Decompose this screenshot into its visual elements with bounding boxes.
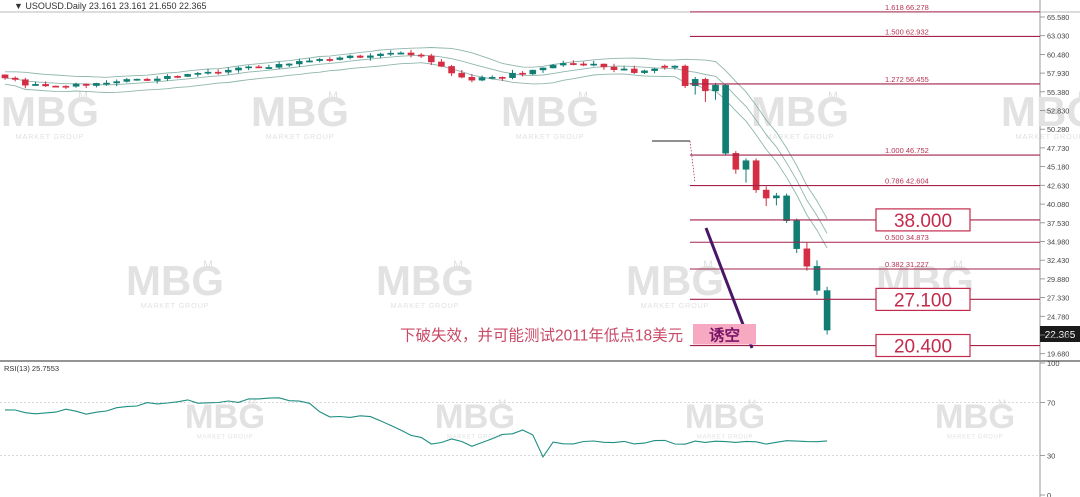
svg-text:MARKET GROUP: MARKET GROUP bbox=[641, 301, 710, 310]
svg-text:MARKET GROUP: MARKET GROUP bbox=[197, 435, 253, 441]
svg-text:47.730: 47.730 bbox=[1047, 144, 1069, 153]
svg-text:MARKET GROUP: MARKET GROUP bbox=[697, 435, 753, 441]
svg-text:M: M bbox=[703, 258, 713, 272]
svg-text:M: M bbox=[748, 399, 756, 410]
svg-text:55.380: 55.380 bbox=[1047, 88, 1069, 97]
svg-text:0.786 42.604: 0.786 42.604 bbox=[885, 177, 929, 186]
svg-text:1.618 66.278: 1.618 66.278 bbox=[885, 3, 929, 12]
svg-text:M: M bbox=[953, 258, 963, 272]
svg-text:27.100: 27.100 bbox=[894, 290, 952, 311]
svg-text:M: M bbox=[498, 399, 506, 410]
svg-text:M: M bbox=[328, 89, 338, 103]
svg-text:M: M bbox=[203, 258, 213, 272]
svg-text:M: M bbox=[248, 399, 256, 410]
svg-text:1.272 56.455: 1.272 56.455 bbox=[885, 75, 929, 84]
svg-text:M: M bbox=[998, 399, 1006, 410]
svg-text:下破失效，并可能测试2011年低点18美元: 下破失效，并可能测试2011年低点18美元 bbox=[400, 327, 683, 345]
svg-text:50.280: 50.280 bbox=[1047, 125, 1069, 134]
svg-text:MARKET GROUP: MARKET GROUP bbox=[16, 132, 85, 141]
svg-text:100: 100 bbox=[1047, 359, 1060, 368]
svg-text:37.530: 37.530 bbox=[1047, 219, 1069, 228]
svg-text:M: M bbox=[578, 89, 588, 103]
svg-text:0: 0 bbox=[1047, 491, 1051, 497]
svg-text:29.880: 29.880 bbox=[1047, 275, 1069, 284]
svg-text:▼ USOUSD.Daily 23.161 23.161: ▼ USOUSD.Daily 23.161 23.161 21.650 22.3… bbox=[14, 1, 207, 11]
svg-text:42.630: 42.630 bbox=[1047, 181, 1069, 190]
svg-text:1.000 46.752: 1.000 46.752 bbox=[885, 146, 929, 155]
svg-text:32.430: 32.430 bbox=[1047, 256, 1069, 265]
svg-text:45.180: 45.180 bbox=[1047, 163, 1069, 172]
svg-text:40.080: 40.080 bbox=[1047, 200, 1069, 209]
svg-text:20.400: 20.400 bbox=[894, 337, 952, 358]
svg-text:MARKET GROUP: MARKET GROUP bbox=[391, 301, 460, 310]
svg-text:57.930: 57.930 bbox=[1047, 69, 1069, 78]
svg-text:19.680: 19.680 bbox=[1047, 350, 1069, 359]
svg-text:MARKET GROUP: MARKET GROUP bbox=[947, 435, 1003, 441]
svg-text:MARKET GROUP: MARKET GROUP bbox=[766, 132, 835, 141]
svg-text:24.780: 24.780 bbox=[1047, 312, 1069, 321]
svg-text:60.480: 60.480 bbox=[1047, 50, 1069, 59]
svg-text:诱空: 诱空 bbox=[709, 326, 740, 345]
svg-text:RSI(13) 25.7553: RSI(13) 25.7553 bbox=[4, 364, 59, 373]
svg-text:M: M bbox=[453, 258, 463, 272]
svg-text:MARKET GROUP: MARKET GROUP bbox=[141, 301, 210, 310]
svg-text:1.500 62.932: 1.500 62.932 bbox=[885, 27, 929, 36]
svg-text:30: 30 bbox=[1047, 451, 1055, 460]
svg-text:38.000: 38.000 bbox=[894, 211, 952, 232]
svg-text:22.230: 22.230 bbox=[1047, 331, 1069, 340]
svg-text:0.500 34.873: 0.500 34.873 bbox=[885, 233, 929, 242]
svg-text:52.830: 52.830 bbox=[1047, 107, 1069, 116]
svg-text:MARKET GROUP: MARKET GROUP bbox=[266, 132, 335, 141]
svg-text:34.980: 34.980 bbox=[1047, 238, 1069, 247]
svg-text:70: 70 bbox=[1047, 399, 1055, 408]
svg-text:M: M bbox=[828, 89, 838, 103]
svg-text:27.330: 27.330 bbox=[1047, 294, 1069, 303]
svg-text:MARKET GROUP: MARKET GROUP bbox=[516, 132, 585, 141]
svg-text:65.580: 65.580 bbox=[1047, 13, 1069, 22]
svg-text:63.030: 63.030 bbox=[1047, 32, 1069, 41]
svg-text:0.382 31.227: 0.382 31.227 bbox=[885, 260, 929, 269]
